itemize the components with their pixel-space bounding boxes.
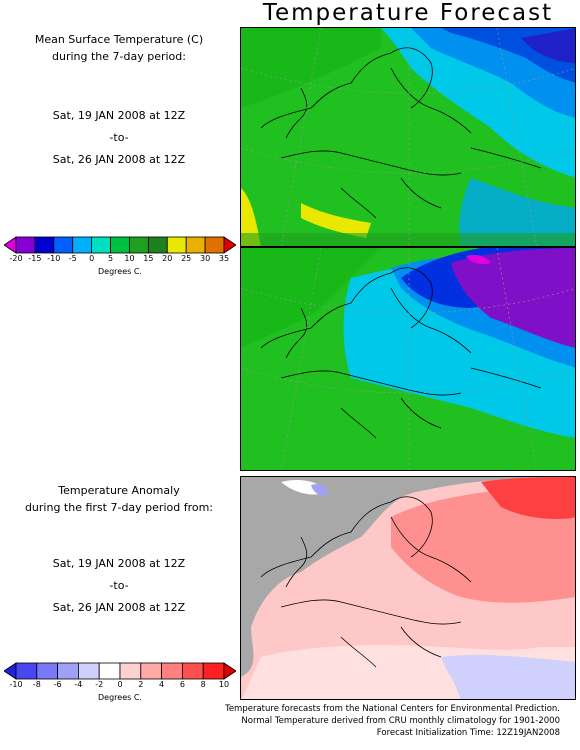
- anom-legend-tick-label: 8: [200, 680, 206, 689]
- anom-legend-arrow-high: [223, 662, 236, 680]
- temp-legend-swatch: [91, 236, 111, 254]
- anom-legend-arrow-low: [4, 662, 17, 680]
- temp-colorbar: [4, 236, 236, 254]
- anom-legend-tick-label: 4: [159, 680, 165, 689]
- temp-legend-tick-label: 5: [107, 254, 114, 263]
- temp-map-week1: [240, 27, 576, 247]
- temp-legend-swatch: [34, 236, 55, 254]
- anom-legend-tick-label: -10: [9, 680, 23, 689]
- temp-legend: -20 -15 -10 -5 0 5 10 15 20 25 30 35 Degrees C.: [4, 236, 236, 276]
- temp-legend-swatch: [53, 236, 74, 254]
- anom-colorbar: [4, 662, 236, 680]
- anom-period-sep: -to-: [109, 579, 129, 592]
- anom-legend-units: Degrees C.: [98, 693, 142, 702]
- temp-legend-swatch: [72, 236, 93, 254]
- temp-legend-tick-label: 35: [218, 254, 230, 263]
- page-title: Temperature Forecast: [262, 0, 554, 26]
- temp-legend-swatch: [147, 236, 168, 254]
- temp-legend-tick-label: -20: [9, 254, 23, 263]
- anom-legend-swatch: [202, 662, 225, 680]
- anom-heading-line1: Temperature Anomaly: [58, 484, 180, 497]
- anom-legend-swatch: [57, 662, 79, 680]
- temp-legend-tick-label: 25: [181, 254, 192, 263]
- temp-legend-tick-label: 15: [143, 254, 154, 263]
- temp-legend-tick-label: -10: [47, 254, 61, 263]
- anom-legend-tick-label: -4: [74, 680, 83, 689]
- period1-sep: -to-: [109, 131, 129, 144]
- period1-end: Sat, 26 JAN 2008 at 12Z: [52, 153, 186, 166]
- credits: Temperature forecasts from the National …: [180, 703, 560, 739]
- anom-legend-swatch: [78, 662, 100, 680]
- anom-legend-tick-label: 2: [138, 680, 144, 689]
- temp-heading-line1: Mean Surface Temperature (C): [34, 33, 204, 46]
- credits-line3: Forecast Initialization Time: 12Z19JAN20…: [376, 728, 560, 738]
- anom-legend-tick-label: -6: [53, 680, 62, 689]
- anom-legend: -10 -8 -6 -4 -2 0 2 4 6 8 10 Degrees C.: [4, 662, 236, 702]
- credits-line2: Normal Temperature derived from CRU mont…: [241, 716, 560, 726]
- anom-legend-swatch: [98, 662, 121, 680]
- anom-legend-tick-label: 10: [218, 680, 230, 689]
- anom-legend-swatch: [161, 662, 183, 680]
- temp-legend-swatch: [110, 236, 130, 254]
- temp-legend-swatch: [129, 236, 149, 254]
- temp-legend-tick-label: -5: [68, 254, 77, 263]
- temp-legend-swatch: [166, 236, 187, 254]
- anom-legend-tick-label: 6: [179, 680, 185, 689]
- anom-heading: Temperature Anomaly during the first 7-d…: [0, 482, 238, 516]
- anom-legend-ticks: -10 -8 -6 -4 -2 0 2 4 6 8 10: [4, 680, 236, 692]
- anom-period-end: Sat, 26 JAN 2008 at 12Z: [52, 601, 186, 614]
- temp-legend-arrow-high: [223, 236, 236, 254]
- period1-text: Sat, 19 JAN 2008 at 12Z -to- Sat, 26 JAN…: [0, 105, 238, 171]
- temp-legend-arrow-low: [4, 236, 17, 254]
- anom-period-text: Sat, 19 JAN 2008 at 12Z -to- Sat, 26 JAN…: [0, 553, 238, 619]
- temp-heading-line2: during the 7-day period:: [52, 50, 186, 63]
- anomaly-map: [240, 476, 576, 700]
- temp-legend-tick-label: -15: [28, 254, 42, 263]
- credits-line1: Temperature forecasts from the National …: [225, 704, 560, 714]
- anom-legend-swatch: [181, 662, 204, 680]
- temp-legend-tick-label: 20: [162, 254, 173, 263]
- anom-heading-line2: during the first 7-day period from:: [24, 501, 214, 514]
- temp-legend-swatch: [15, 236, 36, 254]
- anom-legend-tick-label: -2: [95, 680, 104, 689]
- anom-legend-swatch: [119, 662, 142, 680]
- period1-start: Sat, 19 JAN 2008 at 12Z: [52, 109, 186, 122]
- anom-legend-swatch: [140, 662, 163, 680]
- temp-legend-swatch: [204, 236, 225, 254]
- temp-legend-tick-label: 30: [199, 254, 211, 263]
- temp-heading: Mean Surface Temperature (C) during the …: [0, 31, 238, 65]
- temp-legend-swatch: [185, 236, 206, 254]
- anom-legend-tick-label: -8: [32, 680, 41, 689]
- anom-legend-tick-label: 0: [117, 680, 123, 689]
- anom-legend-swatch: [15, 662, 38, 680]
- anom-period-start: Sat, 19 JAN 2008 at 12Z: [52, 557, 186, 570]
- anom-legend-swatch: [36, 662, 58, 680]
- temp-map-week2: [240, 247, 576, 471]
- temp-legend-tick-label: 10: [124, 254, 135, 263]
- temp-legend-units: Degrees C.: [98, 267, 142, 276]
- temp-legend-ticks: -20 -15 -10 -5 0 5 10 15 20 25 30 35: [4, 254, 236, 266]
- temp-legend-tick-label: 0: [89, 254, 95, 263]
